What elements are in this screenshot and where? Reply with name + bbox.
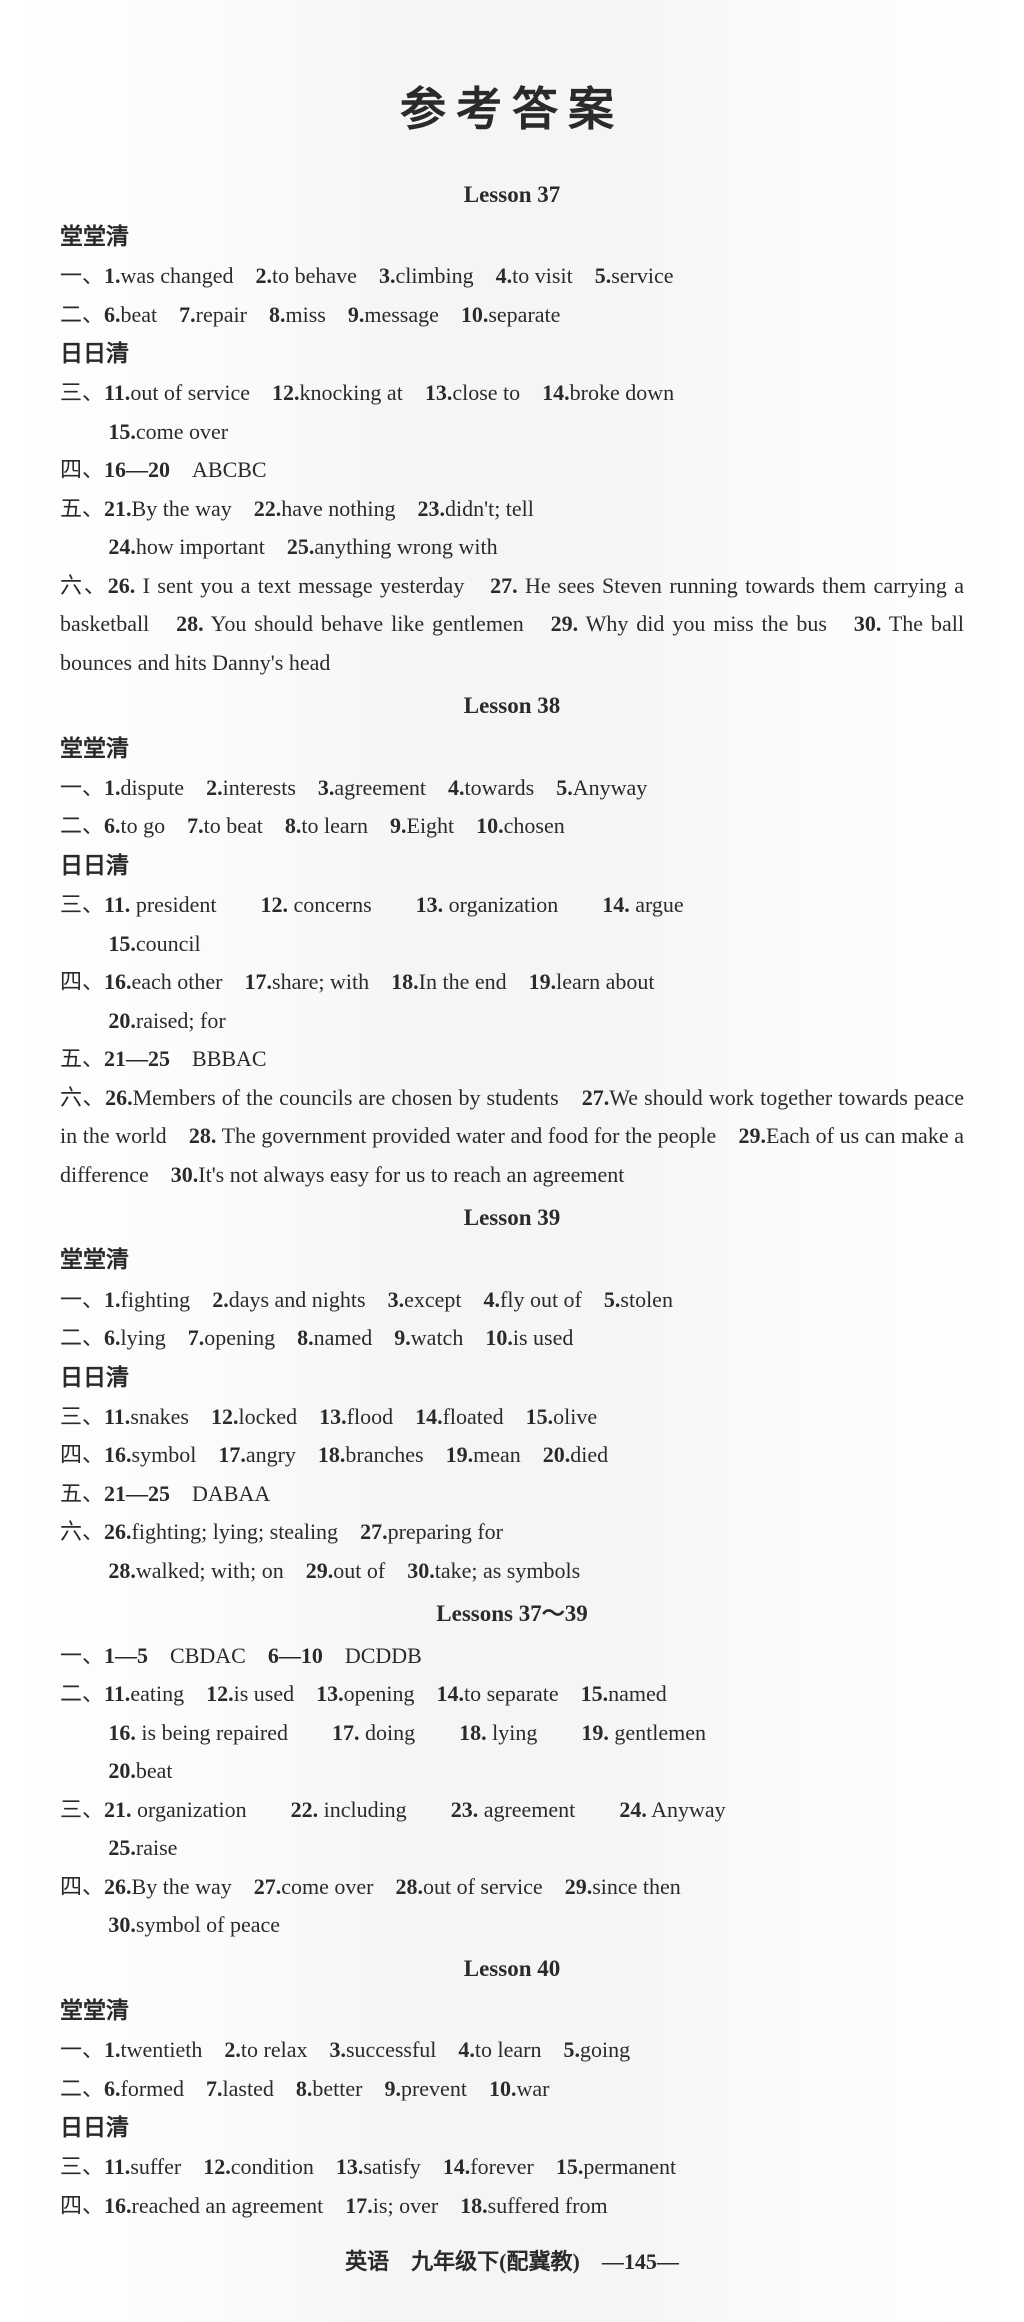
answer-line: 24.how important 25.anything wrong with	[60, 528, 964, 567]
answer-line: 一、1.dispute 2.interests 3.agreement 4.to…	[60, 769, 964, 808]
answer-line: 一、1.twentieth 2.to relax 3.successful 4.…	[60, 2031, 964, 2070]
answer-line: 15.council	[60, 925, 964, 964]
answer-line: 二、6.beat 7.repair 8.miss 9.message 10.se…	[60, 296, 964, 335]
lesson-heading: Lesson 39	[60, 1198, 964, 1238]
answer-line: 二、11.eating 12.is used 13.opening 14.to …	[60, 1675, 964, 1714]
section-label: 日日清	[60, 2108, 964, 2148]
section-label: 日日清	[60, 846, 964, 886]
answer-line: 三、21. organization 22. including 23. agr…	[60, 1791, 964, 1830]
answer-line: 五、21—25 DABAA	[60, 1475, 964, 1514]
answer-line: 30.symbol of peace	[60, 1906, 964, 1945]
answer-line: 四、16.symbol 17.angry 18.branches 19.mean…	[60, 1436, 964, 1475]
section-label: 堂堂清	[60, 1240, 964, 1280]
answer-line: 28.walked; with; on 29.out of 30.take; a…	[60, 1552, 964, 1591]
lesson-heading: Lesson 37	[60, 175, 964, 215]
page-footer: 英语 九年级下(配冀教) —145—	[60, 2243, 964, 2282]
answer-line: 25.raise	[60, 1829, 964, 1868]
section-label: 日日清	[60, 1358, 964, 1398]
answer-line: 六、26.fighting; lying; stealing 27.prepar…	[60, 1513, 964, 1552]
answer-line: 六、26. I sent you a text message yesterda…	[60, 567, 964, 683]
answer-line: 20.raised; for	[60, 1002, 964, 1041]
answer-line: 16. is being repaired 17. doing 18. lyin…	[60, 1714, 964, 1753]
section-label: 日日清	[60, 334, 964, 374]
section-label: 堂堂清	[60, 217, 964, 257]
answer-line: 二、6.formed 7.lasted 8.better 9.prevent 1…	[60, 2070, 964, 2109]
answer-line: 五、21.By the way 22.have nothing 23.didn'…	[60, 490, 964, 529]
section-label: 堂堂清	[60, 729, 964, 769]
answer-line: 二、6.to go 7.to beat 8.to learn 9.Eight 1…	[60, 807, 964, 846]
answer-line: 三、11. president 12. concerns 13. organiz…	[60, 886, 964, 925]
answer-line: 四、26.By the way 27.come over 28.out of s…	[60, 1868, 964, 1907]
answer-line: 二、6.lying 7.opening 8.named 9.watch 10.i…	[60, 1319, 964, 1358]
answer-line: 五、21—25 BBBAC	[60, 1040, 964, 1079]
answer-line: 三、11.snakes 12.locked 13.flood 14.floate…	[60, 1398, 964, 1437]
lesson-heading: Lesson 40	[60, 1949, 964, 1989]
answer-line: 三、11.out of service 12.knocking at 13.cl…	[60, 374, 964, 413]
answer-line: 三、11.suffer 12.condition 13.satisfy 14.f…	[60, 2148, 964, 2187]
answer-line: 15.come over	[60, 413, 964, 452]
answer-line: 一、1.was changed 2.to behave 3.climbing 4…	[60, 257, 964, 296]
lesson-heading: Lesson 38	[60, 686, 964, 726]
answer-line: 四、16.reached an agreement 17.is; over 18…	[60, 2187, 964, 2226]
answer-line: 四、16.each other 17.share; with 18.In the…	[60, 963, 964, 1002]
answer-line: 一、1—5 CBDAC 6—10 DCDDB	[60, 1637, 964, 1676]
answer-line: 四、16—20 ABCBC	[60, 451, 964, 490]
answer-line: 一、1.fighting 2.days and nights 3.except …	[60, 1281, 964, 1320]
section-label: 堂堂清	[60, 1991, 964, 2031]
page-title: 参考答案	[60, 70, 964, 151]
lesson-heading: Lessons 37～39	[60, 1594, 964, 1634]
answer-line: 20.beat	[60, 1752, 964, 1791]
answer-line: 六、26.Members of the councils are chosen …	[60, 1079, 964, 1195]
answers-content: Lesson 37堂堂清一、1.was changed 2.to behave …	[60, 175, 964, 2226]
